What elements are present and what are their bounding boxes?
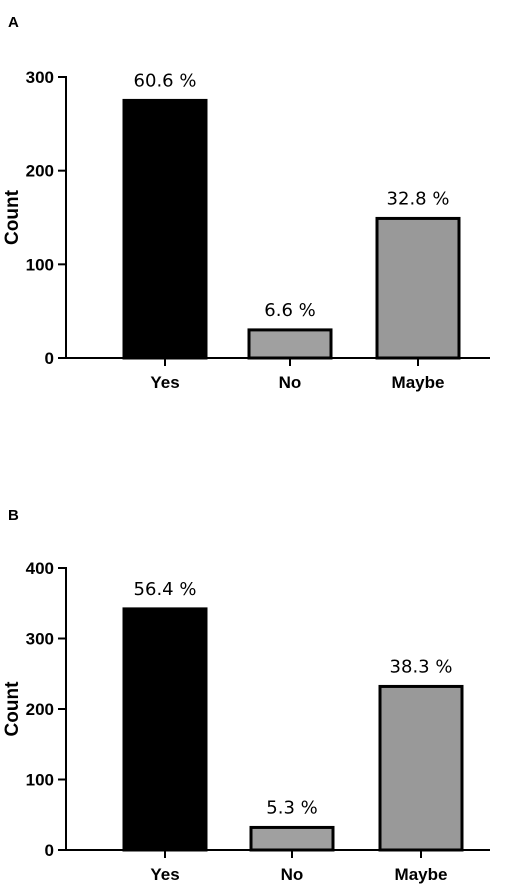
chart-a-plot: Count 0 100 200 300 60.6 % Yes 6.6 % No 32.8 % May… bbox=[2, 68, 490, 392]
y-tick-label-a: 300 bbox=[26, 68, 54, 87]
bar-maybe-a bbox=[375, 216, 461, 360]
data-label-no-a: 6.6 % bbox=[264, 300, 315, 321]
x-tick-label-maybe-a: Maybe bbox=[392, 373, 445, 392]
panel-letter-a: A bbox=[8, 14, 19, 31]
data-label-no-b: 5.3 % bbox=[266, 797, 317, 818]
data-label-yes-b: 56.4 % bbox=[134, 579, 197, 600]
chart-panel-a: A Count 0 100 200 300 60.6 % Yes 6.6 % No 32.8 % M… bbox=[2, 14, 490, 392]
bar-yes-b bbox=[122, 607, 208, 852]
x-tick-label-maybe-b: Maybe bbox=[395, 865, 448, 884]
x-tick-label-no-b: No bbox=[281, 865, 304, 884]
bar-no-a bbox=[247, 328, 333, 360]
chart-panel-b: B Count 0 100 200 300 400 56.4 % Yes 5.3 % No 38.3… bbox=[2, 507, 490, 884]
panel-letter-b: B bbox=[8, 507, 19, 524]
y-tick-label-b: 300 bbox=[26, 630, 54, 649]
y-tick-label-a: 200 bbox=[26, 162, 54, 181]
y-tick-label-a: 0 bbox=[45, 349, 54, 368]
data-label-maybe-b: 38.3 % bbox=[390, 656, 453, 677]
y-axis-title-b: Count bbox=[2, 681, 23, 737]
x-tick-label-no-a: No bbox=[279, 373, 302, 392]
bar-maybe-b bbox=[378, 684, 464, 852]
y-tick-label-b: 200 bbox=[26, 700, 54, 719]
data-label-maybe-a: 32.8 % bbox=[387, 188, 450, 209]
data-label-yes-a: 60.6 % bbox=[134, 70, 197, 91]
x-tick-label-yes-a: Yes bbox=[150, 373, 179, 392]
y-axis-title-a: Count bbox=[2, 189, 23, 245]
chart-b-plot: Count 0 100 200 300 400 56.4 % Yes 5.3 % No 38.3 %… bbox=[2, 559, 490, 884]
y-tick-label-b: 400 bbox=[26, 559, 54, 578]
y-tick-label-a: 100 bbox=[26, 255, 54, 274]
y-tick-label-b: 100 bbox=[26, 771, 54, 790]
bar-no-b bbox=[249, 825, 335, 852]
y-tick-label-b: 0 bbox=[45, 841, 54, 860]
x-tick-label-yes-b: Yes bbox=[150, 865, 179, 884]
bar-yes-a bbox=[122, 98, 208, 360]
